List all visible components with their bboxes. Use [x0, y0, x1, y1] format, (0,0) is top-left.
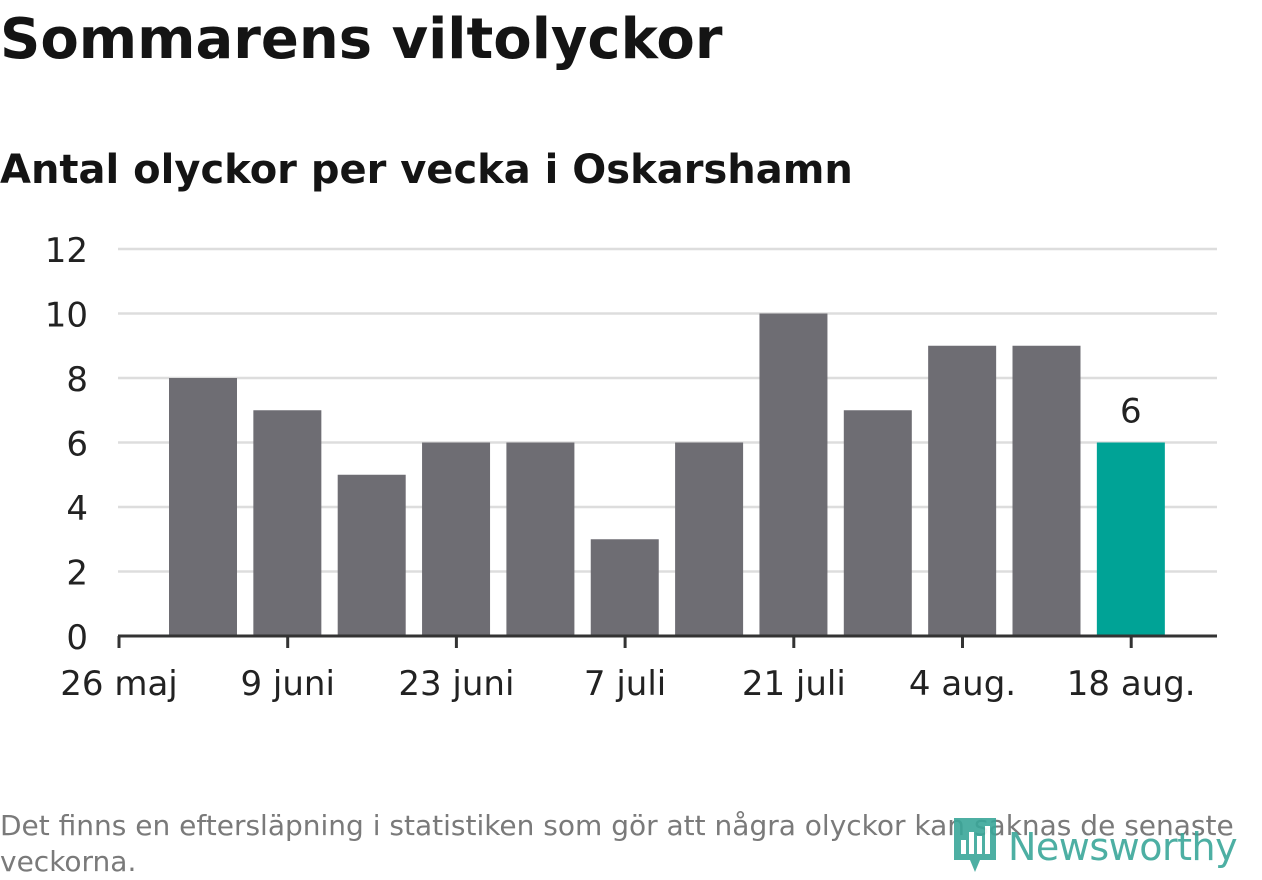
x-tick-label: 4 aug.	[909, 664, 1016, 704]
y-tick-label: 0	[66, 618, 88, 658]
bar	[843, 410, 912, 636]
x-tick-label: 9 juni	[240, 664, 334, 704]
bar	[675, 442, 744, 636]
bars	[169, 313, 1165, 636]
footnote: Det finns en eftersläpning i statistiken…	[0, 809, 1234, 878]
bar	[253, 410, 322, 636]
brand-name: Newsworthy	[1008, 825, 1238, 869]
y-tick-label: 4	[66, 489, 88, 529]
bar	[422, 442, 491, 636]
bar	[1096, 442, 1165, 636]
data-labels: 6	[1120, 392, 1142, 432]
x-axis-tick-labels: 26 maj 9 juni 23 juni 7 juli 21 juli 4 aug. 18…	[60, 664, 1195, 704]
bar	[169, 378, 237, 636]
y-tick-label: 6	[66, 425, 88, 465]
y-axis-tick-labels: 0 2 4 6 8 10 12	[45, 231, 88, 658]
chart-subtitle: Antal olyckor per vecka i Oskarshamn	[0, 147, 853, 193]
x-tick-label: 7 juli	[584, 664, 666, 704]
bar	[337, 474, 406, 636]
brand-logo: Newsworthy	[950, 814, 1238, 880]
x-tick-label: 21 juli	[742, 664, 846, 704]
x-axis	[117, 634, 1217, 648]
x-tick-label: 18 aug.	[1067, 664, 1196, 704]
bar	[506, 442, 575, 636]
newsworthy-logo-icon	[950, 814, 1000, 880]
x-tick-label: 26 maj	[60, 664, 177, 704]
data-label: 6	[1120, 392, 1142, 432]
chart-title: Sommarens viltolyckor	[0, 7, 723, 72]
y-tick-label: 10	[45, 296, 88, 336]
bar	[590, 539, 659, 636]
y-tick-label: 2	[66, 554, 88, 594]
bar	[928, 345, 997, 636]
y-tick-label: 8	[66, 360, 88, 400]
bar	[1012, 345, 1081, 636]
x-tick-label: 23 juni	[398, 664, 514, 704]
bar	[759, 313, 828, 636]
y-tick-label: 12	[45, 231, 88, 271]
